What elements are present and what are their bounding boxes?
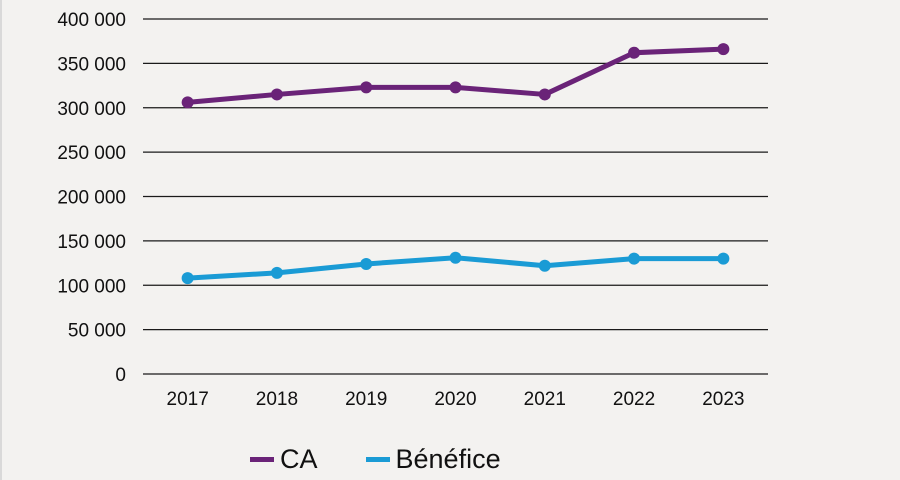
data-point bbox=[270, 88, 283, 101]
x-tick-label: 2023 bbox=[702, 389, 744, 410]
y-tick-label: 200 000 bbox=[57, 188, 126, 209]
series-benefice bbox=[181, 251, 730, 285]
y-tick-label: 50 000 bbox=[68, 321, 126, 342]
data-point bbox=[360, 257, 373, 270]
data-point bbox=[360, 81, 373, 94]
y-tick-label: 400 000 bbox=[57, 10, 126, 31]
series-lines bbox=[181, 43, 730, 285]
x-tick-label: 2022 bbox=[613, 389, 655, 410]
x-tick-label: 2020 bbox=[434, 389, 476, 410]
data-point bbox=[628, 252, 641, 265]
data-point bbox=[449, 251, 462, 264]
data-point bbox=[628, 46, 641, 59]
y-tick-label: 350 000 bbox=[57, 54, 126, 75]
legend-item-benefice: Bénéfice bbox=[365, 444, 501, 475]
data-point bbox=[449, 81, 462, 94]
legend-swatch-ca bbox=[250, 457, 274, 462]
x-tick-label: 2017 bbox=[167, 389, 209, 410]
x-tick-label: 2021 bbox=[524, 389, 566, 410]
x-tick-label: 2018 bbox=[256, 389, 298, 410]
data-point bbox=[181, 272, 194, 285]
data-point bbox=[181, 96, 194, 109]
series-line bbox=[187, 46, 724, 105]
chart-border bbox=[0, 0, 2, 480]
y-tick-label: 150 000 bbox=[57, 232, 126, 253]
y-tick-label: 300 000 bbox=[57, 99, 126, 120]
legend-item-ca: CA bbox=[250, 444, 318, 475]
legend-label-ca: CA bbox=[280, 444, 318, 474]
data-point bbox=[717, 252, 730, 265]
data-point bbox=[538, 259, 551, 272]
y-tick-label: 0 bbox=[115, 365, 126, 386]
data-point bbox=[270, 266, 283, 279]
data-point bbox=[538, 88, 551, 101]
x-tick-label: 2019 bbox=[345, 389, 387, 410]
y-tick-label: 250 000 bbox=[57, 143, 126, 164]
x-axis-ticks: 2017 2018 2019 2020 2021 2022 2023 bbox=[167, 389, 745, 410]
gridlines bbox=[143, 18, 768, 375]
legend-swatch-benefice bbox=[365, 457, 390, 462]
y-tick-label: 100 000 bbox=[57, 276, 126, 297]
y-axis-ticks: 0 50 000 100 000 150 000 200 000 250 000 300 0… bbox=[57, 10, 126, 386]
legend: CA Bénéfice bbox=[250, 444, 549, 475]
legend-label-benefice: Bénéfice bbox=[395, 444, 501, 474]
data-point bbox=[717, 43, 730, 56]
series-ca bbox=[181, 43, 730, 109]
